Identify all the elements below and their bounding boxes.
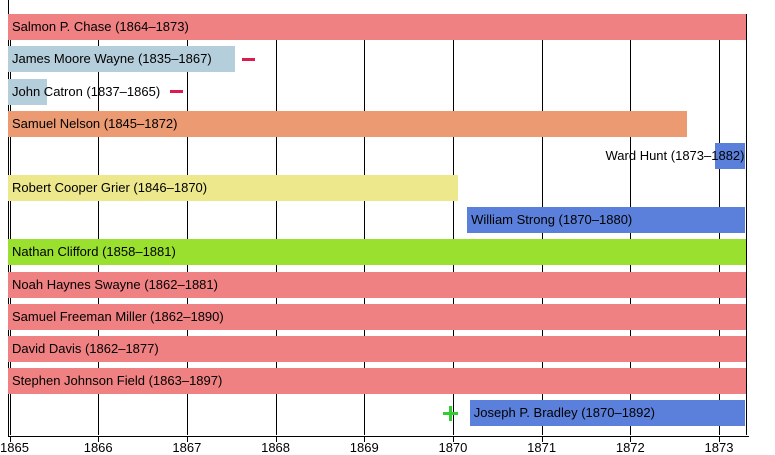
x-axis-tick-1866 xyxy=(98,436,100,442)
bar-label-joseph-p-bradley: Joseph P. Bradley (1870–1892) xyxy=(473,405,655,421)
x-axis-tick-1870 xyxy=(452,436,454,442)
bar-samuel-freeman-miller xyxy=(8,303,746,330)
x-axis-label-1870: 1870 xyxy=(438,439,468,455)
x-axis-tick-1868 xyxy=(275,436,277,442)
bar-david-davis xyxy=(8,336,746,362)
bar-label-noah-haynes-swayne: Noah Haynes Swayne (1862–1881) xyxy=(12,276,218,292)
seat-abolished-minus-icon xyxy=(169,90,183,94)
gridline-1870 xyxy=(452,14,454,436)
bar-label-james-moore-wayne: James Moore Wayne (1835–1867) xyxy=(12,51,212,67)
bar-label-david-davis: David Davis (1862–1877) xyxy=(12,341,159,356)
x-axis-label-1873: 1873 xyxy=(704,439,734,455)
x-axis-tick-1865 xyxy=(9,436,11,442)
bar-label-stephen-johnson-field: Stephen Johnson Field (1863–1897) xyxy=(12,373,223,389)
bar-label-nathan-clifford: Nathan Clifford (1858–1881) xyxy=(12,244,176,260)
chart-border-right xyxy=(745,14,747,436)
bar-robert-cooper-grier xyxy=(8,175,459,202)
plus-arm xyxy=(448,405,452,421)
bar-label-william-strong: William Strong (1870–1880) xyxy=(471,212,633,228)
bar-label-samuel-nelson: Samuel Nelson (1845–1872) xyxy=(12,115,178,131)
bar-label-salmon-p-chase: Salmon P. Chase (1864–1873) xyxy=(12,19,189,35)
x-axis-tick-1873 xyxy=(719,436,720,442)
bar-label-ward-hunt: Ward Hunt (1873–1882) xyxy=(605,147,745,163)
x-axis-label-1867: 1867 xyxy=(172,439,202,455)
x-axis-label-1871: 1871 xyxy=(527,439,557,455)
gridline-1866 xyxy=(98,14,100,436)
bar-william-strong xyxy=(467,207,746,234)
bar-joseph-p-bradley xyxy=(469,400,746,427)
bar-noah-haynes-swayne xyxy=(8,271,746,298)
gridline-1868 xyxy=(275,14,277,436)
seat-established-plus-icon xyxy=(442,405,458,421)
x-axis-tick-1867 xyxy=(186,436,188,442)
bar-label-john-catron: John Catron (1837–1865) xyxy=(12,83,161,99)
x-axis-tick-1869 xyxy=(364,436,366,442)
gridline-1867 xyxy=(186,14,188,436)
x-axis-tick-1872 xyxy=(630,436,632,442)
x-axis-label-1868: 1868 xyxy=(261,439,291,455)
bar-salmon-p-chase xyxy=(8,14,746,41)
x-axis-line xyxy=(8,435,749,437)
bar-james-moore-wayne xyxy=(8,46,235,73)
bar-label-robert-cooper-grier: Robert Cooper Grier (1846–1870) xyxy=(12,180,208,196)
bar-samuel-nelson xyxy=(8,110,688,137)
gridline-1865 xyxy=(9,14,11,436)
chart-border-left xyxy=(8,0,9,436)
bar-ward-hunt xyxy=(715,142,746,169)
bar-label-samuel-freeman-miller: Samuel Freeman Miller (1862–1890) xyxy=(12,308,224,324)
bar-john-catron xyxy=(8,78,47,105)
bar-nathan-clifford xyxy=(8,239,746,266)
x-axis-label-1869: 1869 xyxy=(349,439,379,455)
bar-stephen-johnson-field xyxy=(8,368,746,395)
x-axis-label-1865: 1865 xyxy=(0,439,29,455)
gridline-1869 xyxy=(364,14,366,436)
x-axis-label-1866: 1866 xyxy=(83,439,113,455)
x-axis-label-1872: 1872 xyxy=(615,439,645,455)
seat-abolished-minus-icon xyxy=(242,57,256,61)
x-axis-tick-1871 xyxy=(541,436,543,442)
